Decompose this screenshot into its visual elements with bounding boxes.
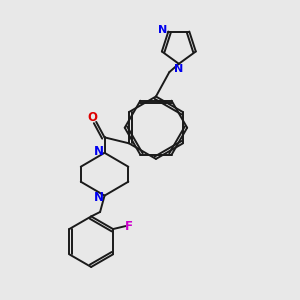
- Text: N: N: [158, 25, 168, 35]
- Text: N: N: [174, 64, 184, 74]
- Text: F: F: [125, 220, 133, 232]
- Text: O: O: [88, 111, 98, 124]
- Text: N: N: [94, 190, 103, 204]
- Text: N: N: [94, 145, 103, 158]
